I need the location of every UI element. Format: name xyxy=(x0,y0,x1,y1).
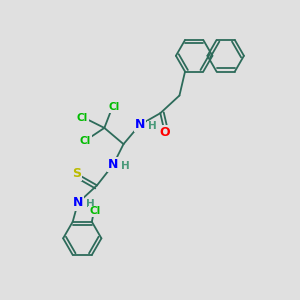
Text: H: H xyxy=(148,122,156,131)
Text: Cl: Cl xyxy=(89,206,100,217)
Text: H: H xyxy=(86,200,94,209)
Text: O: O xyxy=(159,126,170,139)
Text: Cl: Cl xyxy=(109,102,120,112)
Text: N: N xyxy=(73,196,83,209)
Text: N: N xyxy=(134,118,145,131)
Text: Cl: Cl xyxy=(80,136,91,146)
Text: H: H xyxy=(121,161,130,171)
Text: N: N xyxy=(108,158,119,171)
Text: Cl: Cl xyxy=(77,112,88,123)
Text: S: S xyxy=(72,167,81,180)
